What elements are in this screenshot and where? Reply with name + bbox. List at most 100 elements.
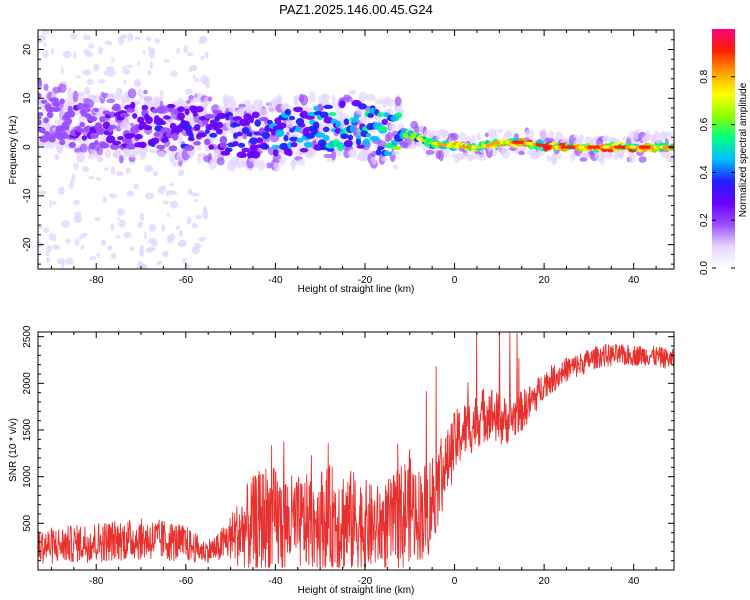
ridge-blob <box>153 132 161 137</box>
halo-blob <box>96 145 104 156</box>
halo-blob <box>143 89 148 95</box>
halo-blob <box>244 99 252 106</box>
halo-blob <box>79 143 88 153</box>
y-tick-label: 2500 <box>22 325 33 348</box>
noise-blob <box>149 223 157 232</box>
ridge-blob <box>349 124 355 133</box>
ridge-blob <box>322 134 330 141</box>
noise-blob <box>55 154 59 161</box>
halo-blob <box>238 103 247 108</box>
noise-blob <box>149 60 153 70</box>
ridge-blob <box>102 110 111 116</box>
ridge-blob <box>256 137 264 144</box>
colorbar-tick-label: 0.4 <box>699 165 710 179</box>
ridge-blob <box>38 119 42 126</box>
halo-blob <box>133 99 142 105</box>
halo-blob <box>370 156 377 165</box>
noise-blob <box>57 258 66 265</box>
halo-blob <box>628 152 636 164</box>
halo-blob <box>577 134 585 143</box>
ridge-blob <box>192 110 198 117</box>
ridge-blob <box>134 133 143 140</box>
halo-blob <box>123 121 131 127</box>
noise-blob <box>179 230 183 237</box>
noise-blob <box>38 225 44 229</box>
noise-blob <box>74 211 82 220</box>
noise-blob <box>202 78 208 83</box>
ridge-blob <box>353 114 360 121</box>
noise-blob <box>107 68 116 77</box>
noise-blob <box>192 186 201 194</box>
snr-line-layer <box>38 332 674 568</box>
ridge-blob <box>323 116 334 124</box>
halo-blob <box>92 94 102 103</box>
noise-blob <box>187 188 193 196</box>
halo-blob <box>333 103 340 109</box>
noise-blob <box>193 199 198 203</box>
spectrogram-ticks: -80 -60 -40 -20 0 20 40 -20 -10 0 10 20 <box>22 29 674 286</box>
noise-blob <box>75 61 79 70</box>
ridge-blob <box>322 126 330 132</box>
halo-blob <box>321 93 330 103</box>
noise-blob <box>110 166 116 175</box>
ridge-blob <box>298 122 306 128</box>
ridge-blob <box>293 106 303 113</box>
ridge-blob <box>226 147 233 152</box>
noise-blob <box>122 68 131 75</box>
noise-blob <box>146 36 152 42</box>
noise-blob <box>83 49 91 55</box>
ridge-blob <box>38 92 42 100</box>
halo-blob <box>579 157 588 162</box>
ridge-blob <box>395 112 403 119</box>
x-tick-label: -40 <box>268 275 283 286</box>
noise-blob <box>198 40 205 44</box>
ridge-blob <box>296 137 304 143</box>
noise-blob <box>81 166 90 173</box>
halo-blob <box>119 155 124 164</box>
x-tick-label: 0 <box>452 275 458 286</box>
noise-blob <box>123 231 132 238</box>
ridge-blob <box>63 124 70 130</box>
spectrogram-xlabel: Height of straight line (km) <box>298 284 415 295</box>
noise-blob <box>115 235 120 239</box>
ridge-blob <box>208 144 215 150</box>
ridge-blob <box>109 111 116 118</box>
ridge-blob <box>347 134 354 141</box>
ridge-blob <box>193 141 201 146</box>
ridge-blob <box>251 111 260 119</box>
ridge-blob <box>289 136 299 142</box>
ridge-blob <box>64 117 73 125</box>
ridge-blob <box>315 132 326 138</box>
ridge-blob <box>216 128 223 135</box>
ridge-blob <box>145 116 153 124</box>
noise-blob <box>86 78 94 86</box>
noise-blob <box>148 49 156 59</box>
ridge-blob <box>130 101 136 109</box>
ridge-blob <box>69 110 76 118</box>
ridge-blob <box>168 145 178 152</box>
halo-blob <box>157 151 167 158</box>
ridge-blob <box>139 141 147 149</box>
colorbar-tick-label: 0.2 <box>699 213 710 227</box>
halo-blob <box>186 99 191 104</box>
noise-blob <box>139 249 144 257</box>
ridge-blob <box>102 121 111 130</box>
ridge-blob <box>40 99 48 104</box>
ridge-blob <box>391 139 398 148</box>
y-tick-label: -10 <box>22 188 33 203</box>
ridge-blob <box>236 131 243 137</box>
halo-blob <box>293 94 299 107</box>
noise-blob <box>191 246 200 255</box>
noise-blob <box>93 63 100 72</box>
noise-blob <box>48 233 54 241</box>
halo-blob <box>461 152 470 159</box>
ridge-blob <box>295 125 301 133</box>
ridge-blob <box>277 122 287 129</box>
halo-blob <box>277 94 283 106</box>
ridge-blob <box>215 121 224 129</box>
halo-blob <box>165 119 174 125</box>
noise-blob <box>110 223 115 232</box>
halo-blob <box>374 98 384 105</box>
noise-blob <box>73 50 77 59</box>
halo-blob <box>105 148 111 159</box>
